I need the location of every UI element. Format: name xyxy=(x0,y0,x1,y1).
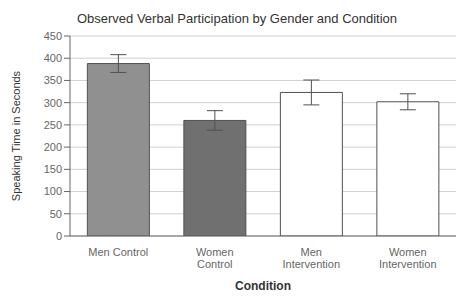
svg-text:Condition: Condition xyxy=(235,279,291,292)
svg-text:400: 400 xyxy=(44,52,62,64)
svg-text:450: 450 xyxy=(44,30,62,42)
svg-text:WomenIntervention: WomenIntervention xyxy=(379,246,436,271)
svg-text:50: 50 xyxy=(50,208,62,220)
svg-text:250: 250 xyxy=(44,119,62,131)
svg-text:Men Control: Men Control xyxy=(88,246,148,258)
svg-text:MenIntervention: MenIntervention xyxy=(283,246,340,271)
svg-text:150: 150 xyxy=(44,163,62,175)
svg-text:100: 100 xyxy=(44,185,62,197)
html-text:Observed Verbal Participation: Observed Verbal Participation by Gender … xyxy=(76,11,398,26)
svg-text:WomenControl: WomenControl xyxy=(196,246,234,271)
svg-text:300: 300 xyxy=(44,97,62,109)
svg-text:Speaking Time in Seconds: Speaking Time in Seconds xyxy=(10,70,22,201)
svg-text:350: 350 xyxy=(44,74,62,86)
svg-text:200: 200 xyxy=(44,141,62,153)
svg-text:0: 0 xyxy=(56,230,62,242)
